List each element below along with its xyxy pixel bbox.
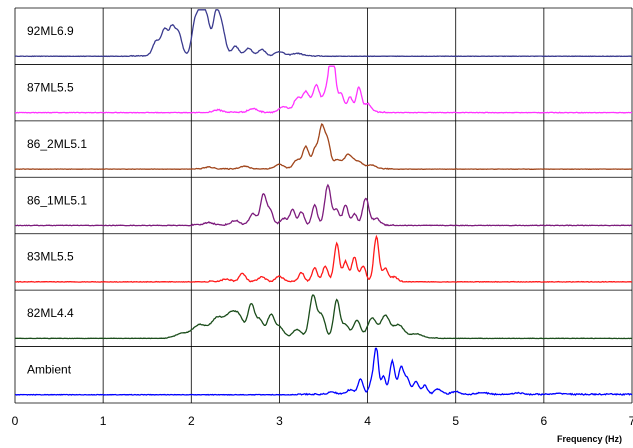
x-axis-label: Frequency (Hz) <box>557 434 622 444</box>
series-line-86_1ML5.1 <box>15 183 633 227</box>
x-tick-label-3: 3 <box>276 414 283 428</box>
series-line-82ML4.4 <box>14 294 633 340</box>
panel-label-87ML5.5: 87ML5.5 <box>27 80 74 94</box>
panel-label-Ambient: Ambient <box>27 363 72 377</box>
x-tick-label-4: 4 <box>364 414 371 428</box>
x-tick-label-0: 0 <box>12 414 19 428</box>
x-tick-label-1: 1 <box>100 414 107 428</box>
series-line-Ambient <box>15 347 633 397</box>
panel-label-82ML4.4: 82ML4.4 <box>27 306 74 320</box>
series-layer <box>14 9 633 397</box>
grid <box>14 7 633 404</box>
panel-label-83ML5.5: 83ML5.5 <box>27 250 74 264</box>
x-tick-label-7: 7 <box>629 414 633 428</box>
x-tick-label-2: 2 <box>188 414 195 428</box>
series-line-86_2ML5.1 <box>14 123 632 171</box>
x-tick-label-6: 6 <box>541 414 548 428</box>
series-line-87ML5.5 <box>14 65 633 114</box>
series-line-83ML5.5 <box>14 234 633 283</box>
x-tick-label-5: 5 <box>452 414 459 428</box>
panel-label-86_1ML5.1: 86_1ML5.1 <box>27 193 87 207</box>
panel-label-86_2ML5.1: 86_2ML5.1 <box>27 137 87 151</box>
panel-label-92ML6.9: 92ML6.9 <box>27 24 74 38</box>
series-line-92ML6.9 <box>14 9 633 58</box>
x-tick-labels: 0 1 2 3 4 5 6 7 <box>12 414 633 428</box>
panel-labels: 92ML6.9 87ML5.5 86_2ML5.1 86_1ML5.1 83ML5.5 8… <box>27 24 87 377</box>
